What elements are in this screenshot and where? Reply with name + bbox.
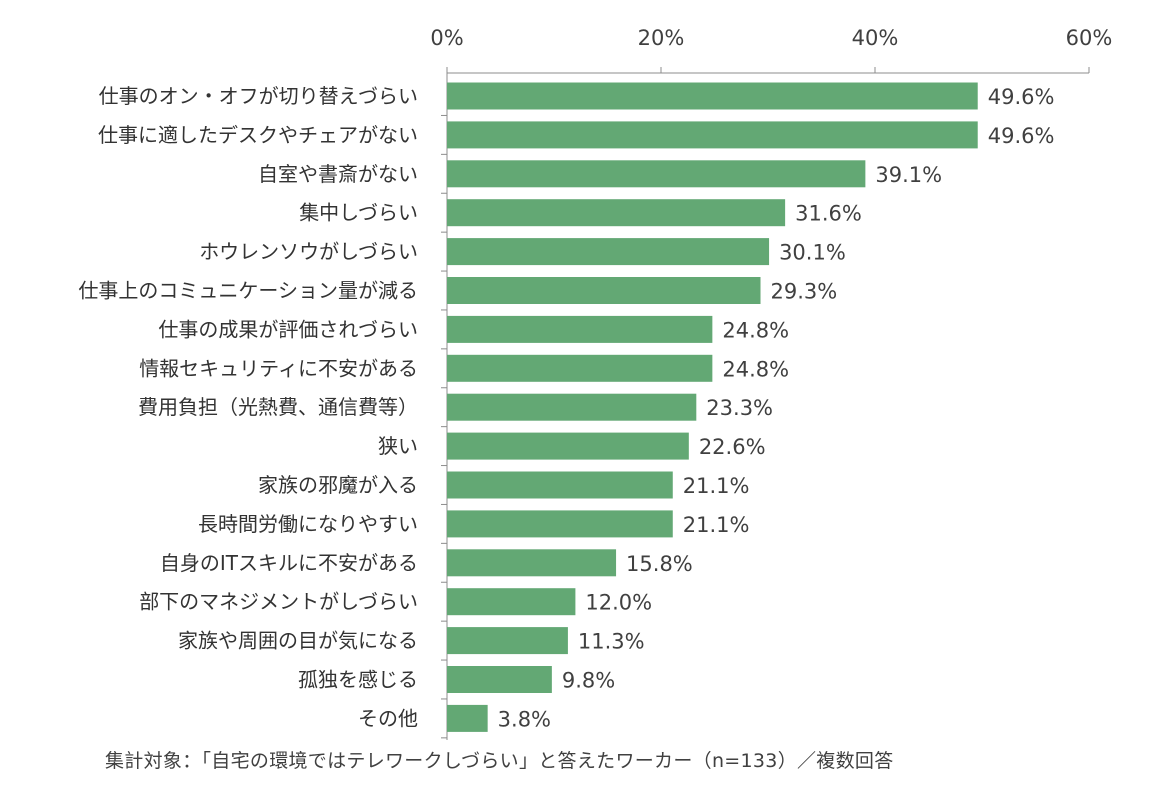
data-label: 9.8% — [562, 669, 615, 693]
category-label: その他 — [358, 706, 418, 730]
bar — [447, 393, 697, 421]
data-label: 24.8% — [722, 318, 789, 342]
category-label: ホウレンソウがしづらい — [199, 240, 418, 264]
bar — [447, 627, 568, 655]
bar — [447, 82, 978, 110]
category-label: 費用負担（光熱費、通信費等） — [138, 395, 418, 419]
category-label: 仕事上のコミュニケーション量が減る — [78, 279, 418, 303]
category-label: 仕事に適したデスクやチェアがない — [98, 123, 418, 147]
category-label: 家族や周囲の目が気になる — [178, 629, 418, 653]
data-label: 49.6% — [988, 85, 1055, 109]
bar — [447, 588, 576, 616]
bar — [447, 315, 713, 343]
bar — [447, 666, 552, 693]
data-label: 21.1% — [683, 513, 750, 537]
data-label: 3.8% — [498, 707, 551, 731]
category-label: 仕事の成果が評価されづらい — [158, 317, 418, 341]
bar — [447, 199, 786, 227]
data-label: 29.3% — [771, 280, 838, 304]
category-label: 自身のITスキルに不安がある — [160, 551, 418, 575]
x-tick-label: 20% — [638, 26, 685, 50]
category-label: 情報セキュリティに不安がある — [139, 356, 418, 380]
category-label: 自室や書斎がない — [258, 162, 418, 186]
category-label: 集中しづらい — [299, 201, 418, 225]
data-label: 39.1% — [875, 163, 942, 187]
data-label: 24.8% — [722, 357, 789, 381]
bar-chart: 0% 20% 40% 60% 仕事のオン・オフが切り替えづらい 49.6% 仕事に適したデス… — [78, 26, 1113, 740]
chart-footnote: 集計対象：「自宅の環境ではテレワークしづらい」と答えたワーカー（n=133）／複… — [105, 750, 894, 772]
data-label: 12.0% — [585, 591, 652, 615]
data-label: 31.6% — [795, 202, 862, 226]
bar — [447, 277, 761, 304]
category-label: 狭い — [378, 434, 418, 458]
data-label: 15.8% — [626, 552, 693, 576]
bar — [447, 471, 673, 499]
bar — [447, 354, 713, 382]
bar — [447, 549, 617, 577]
category-label: 孤独を感じる — [298, 668, 418, 692]
bar — [447, 238, 770, 266]
bar — [447, 160, 866, 188]
category-label: 仕事のオン・オフが切り替えづらい — [99, 84, 418, 108]
data-label: 21.1% — [683, 474, 750, 498]
x-tick-label: 0% — [430, 26, 463, 50]
data-label: 11.3% — [578, 630, 645, 654]
bar — [447, 121, 978, 149]
data-label: 49.6% — [988, 124, 1055, 148]
data-label: 30.1% — [779, 241, 846, 265]
category-label: 家族の邪魔が入る — [258, 473, 418, 497]
category-label: 長時間労働になりやすい — [198, 512, 418, 536]
category-label: 部下のマネジメントがしづらい — [139, 590, 418, 614]
x-tick-label: 40% — [852, 26, 899, 50]
bar — [447, 704, 488, 732]
bar — [447, 510, 673, 538]
bar — [447, 432, 689, 460]
x-tick-label: 60% — [1066, 26, 1113, 50]
data-label: 22.6% — [699, 435, 766, 459]
data-label: 23.3% — [706, 396, 773, 420]
